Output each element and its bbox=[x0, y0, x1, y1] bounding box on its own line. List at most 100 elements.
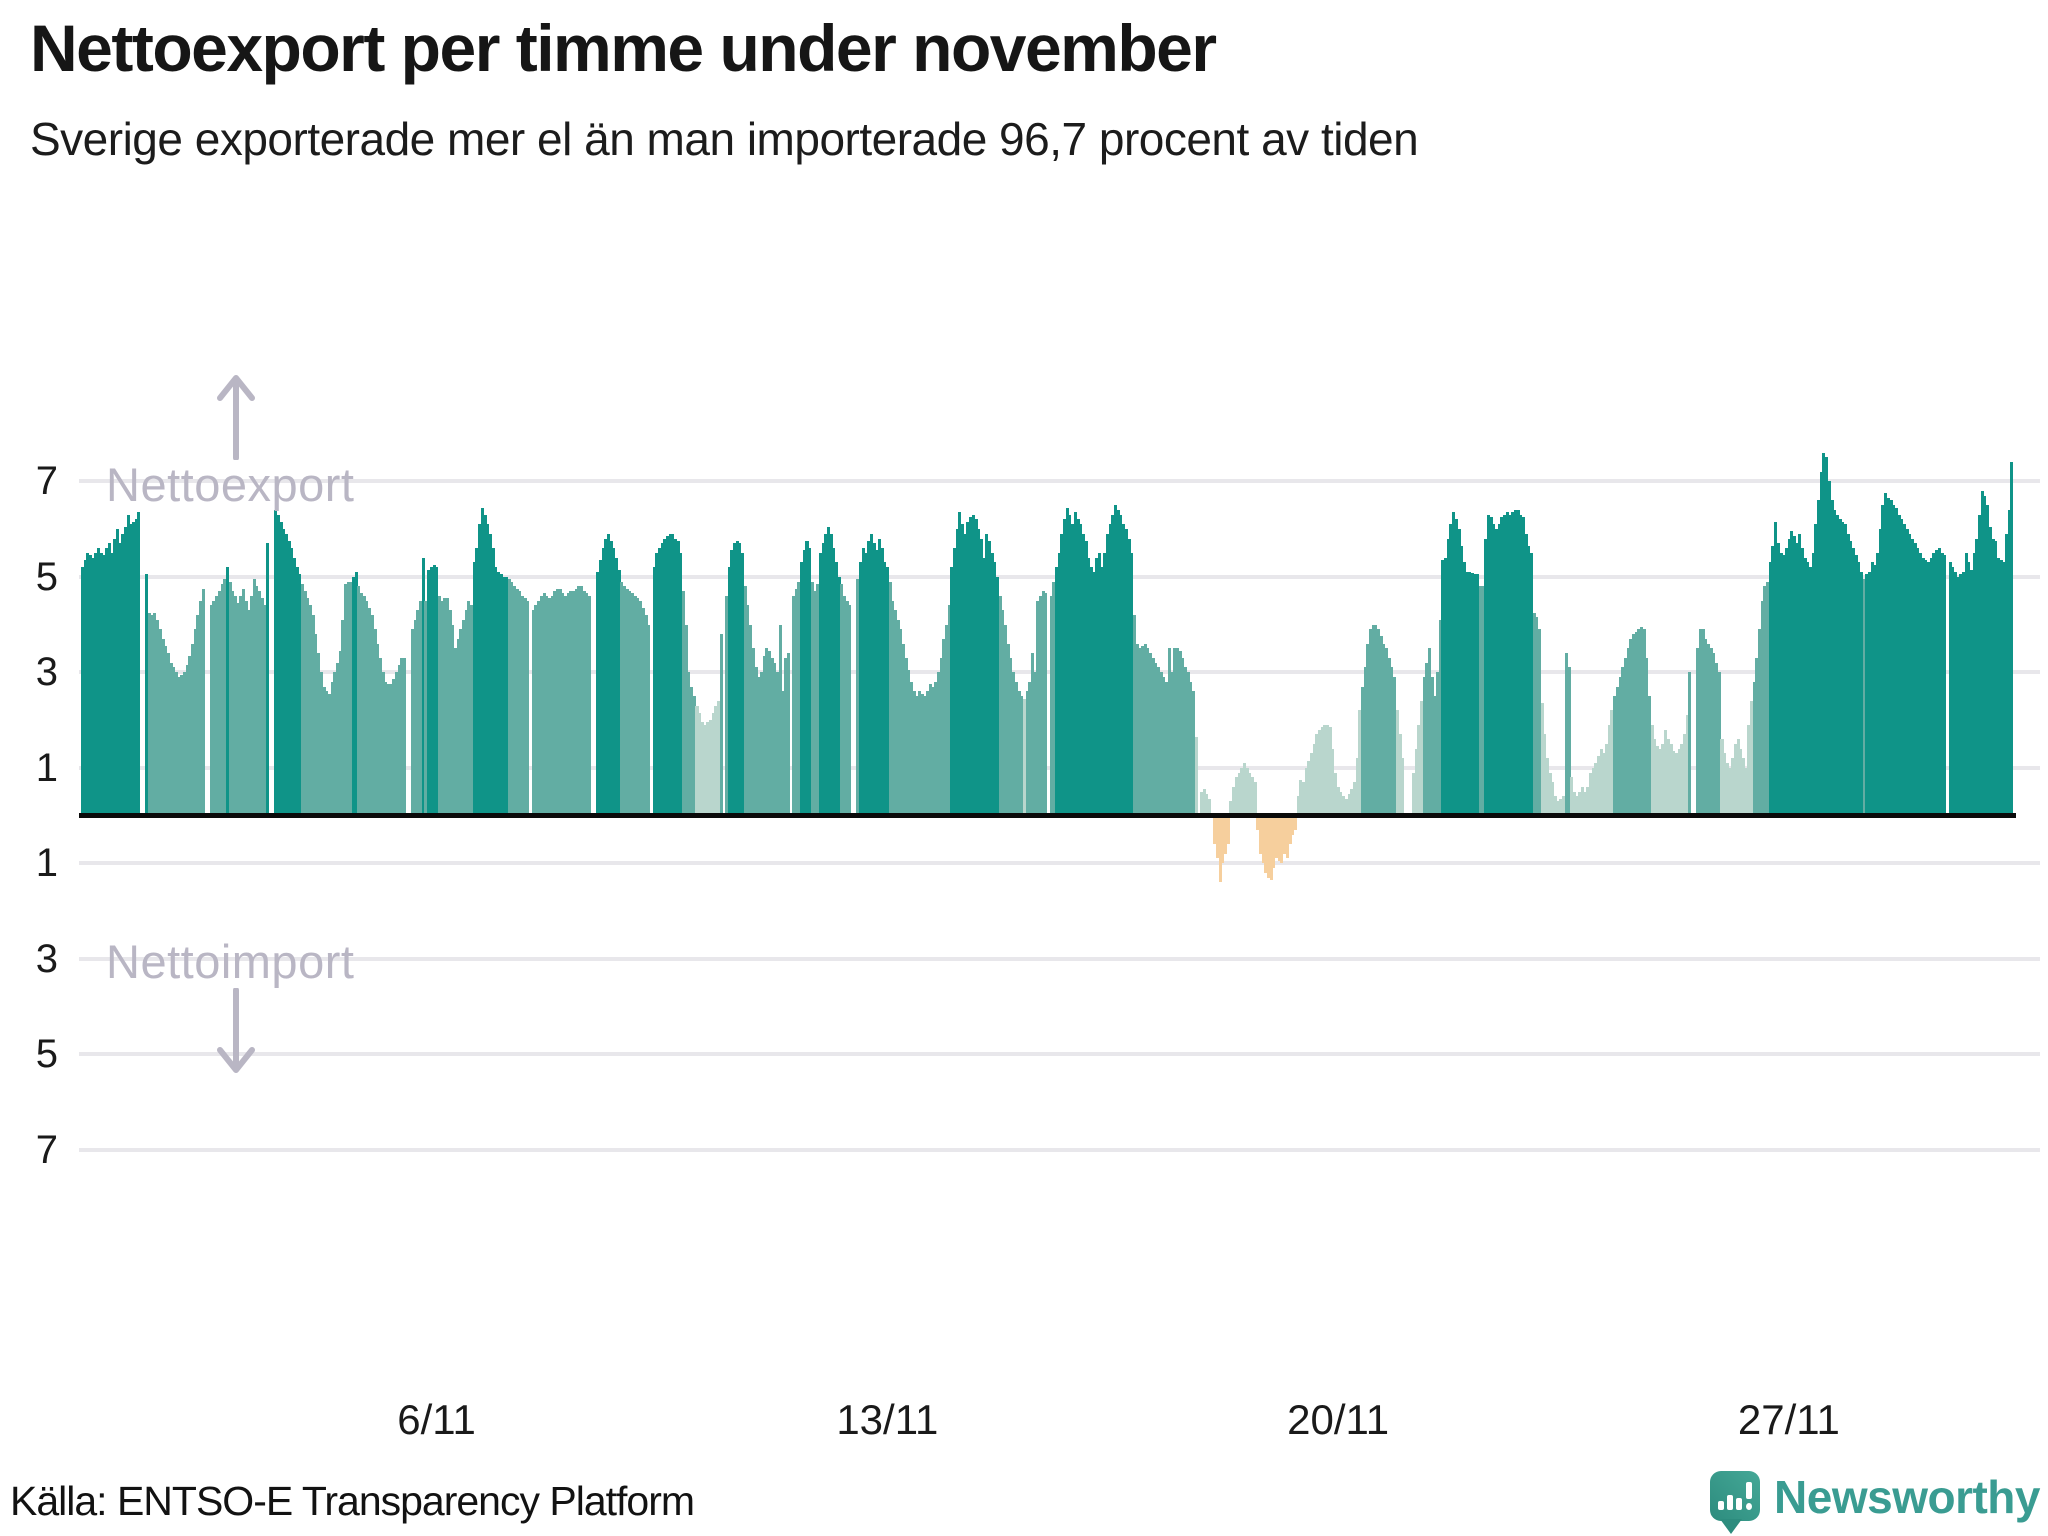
bar-hour-137 bbox=[448, 610, 452, 816]
y-axis-tick-1: 1 bbox=[35, 745, 58, 790]
bar-hour-130 bbox=[429, 567, 433, 816]
bar-hour-211 bbox=[647, 624, 651, 816]
bar-hour-310 bbox=[912, 691, 916, 816]
bar-hour-76 bbox=[284, 533, 288, 816]
bar-hour-64 bbox=[252, 579, 256, 816]
bar-hour-324 bbox=[950, 567, 954, 816]
bar-hour-41 bbox=[191, 643, 195, 816]
bar-hour-614 bbox=[1728, 767, 1732, 816]
bar-hour-663 bbox=[1860, 571, 1864, 816]
bar-hour-335 bbox=[979, 538, 983, 816]
bar-hour-21 bbox=[137, 512, 141, 816]
bar-hour-445 bbox=[1275, 815, 1279, 859]
bar-hour-402 bbox=[1159, 672, 1163, 816]
bar-hour-133 bbox=[437, 595, 441, 816]
bar-hour-430 bbox=[1234, 777, 1238, 816]
bar-hour-526 bbox=[1492, 524, 1496, 816]
bar-hour-410 bbox=[1181, 657, 1185, 816]
bar-hour-558 bbox=[1578, 791, 1582, 816]
bar-hour-29 bbox=[158, 629, 162, 816]
bar-hour-252 bbox=[757, 677, 761, 816]
nettoimport-annotation: Nettoimport bbox=[106, 935, 355, 988]
bar-hour-57 bbox=[233, 595, 237, 816]
bar-hour-631 bbox=[1774, 521, 1778, 816]
bar-hour-372 bbox=[1079, 524, 1083, 816]
bar-hour-471 bbox=[1344, 798, 1348, 816]
bar-hour-539 bbox=[1527, 545, 1531, 816]
y-axis-tick-3: 3 bbox=[35, 650, 58, 695]
bar-hour-703 bbox=[1967, 562, 1971, 816]
bar-hour-340 bbox=[993, 562, 997, 816]
bar-hour-638 bbox=[1792, 536, 1796, 816]
bar-hour-394 bbox=[1138, 648, 1142, 816]
bar-hour-524 bbox=[1487, 514, 1491, 816]
bar-hour-129 bbox=[427, 569, 431, 816]
bar-hour-24 bbox=[145, 574, 149, 816]
bar-hour-328 bbox=[961, 524, 965, 816]
bar-hour-617 bbox=[1736, 739, 1740, 816]
bar-hour-575 bbox=[1623, 657, 1627, 816]
bar-hour-367 bbox=[1065, 507, 1069, 816]
bar-hour-217 bbox=[663, 538, 667, 816]
bar-hour-146 bbox=[472, 562, 476, 816]
bar-hour-531 bbox=[1505, 512, 1509, 816]
bar-hour-438 bbox=[1256, 815, 1260, 830]
bar-hour-38 bbox=[182, 672, 186, 816]
bar-hour-282 bbox=[837, 576, 841, 816]
bar-hour-265 bbox=[792, 595, 796, 816]
bar-hour-371 bbox=[1076, 519, 1080, 816]
bar-hour-14 bbox=[118, 543, 122, 816]
bar-hour-644 bbox=[1809, 567, 1813, 816]
bar-hour-280 bbox=[832, 548, 836, 816]
bar-hour-431 bbox=[1237, 772, 1241, 816]
bar-hour-432 bbox=[1240, 767, 1244, 816]
bar-hour-686 bbox=[1921, 557, 1925, 816]
bar-hour-143 bbox=[464, 610, 468, 816]
bar-hour-559 bbox=[1580, 786, 1584, 816]
bar-hour-651 bbox=[1827, 481, 1831, 816]
bar-hour-180 bbox=[563, 595, 568, 816]
bar-hour-4 bbox=[91, 557, 95, 816]
bar-hour-234 bbox=[708, 720, 712, 816]
bar-hour-243 bbox=[733, 543, 737, 816]
bar-hour-507 bbox=[1441, 560, 1445, 816]
bar-hour-248 bbox=[746, 605, 750, 816]
bar-hour-175 bbox=[550, 595, 554, 816]
bar-hour-594 bbox=[1674, 753, 1678, 816]
bar-hour-116 bbox=[392, 679, 396, 816]
bar-hour-213 bbox=[652, 567, 656, 816]
bar-hour-28 bbox=[156, 619, 160, 816]
bar-hour-293 bbox=[867, 540, 871, 816]
gridline-y--5 bbox=[79, 1052, 2040, 1057]
bar-hour-344 bbox=[1004, 624, 1008, 816]
bar-hour-84 bbox=[306, 598, 310, 816]
bar-hour-118 bbox=[397, 665, 401, 816]
bar-hour-465 bbox=[1328, 727, 1332, 816]
bar-hour-351 bbox=[1022, 698, 1026, 816]
bar-hour-359 bbox=[1044, 593, 1048, 816]
bar-hour-623 bbox=[1752, 681, 1756, 816]
logo-bubble-tail bbox=[1720, 1519, 1743, 1534]
bar-hour-156 bbox=[499, 574, 503, 816]
bar-hour-112 bbox=[381, 672, 385, 816]
bar-hour-520 bbox=[1476, 574, 1480, 816]
bar-hour-182 bbox=[569, 591, 573, 816]
bar-hour-185 bbox=[577, 586, 581, 816]
bar-hour-401 bbox=[1157, 667, 1161, 816]
bar-hour-646 bbox=[1814, 524, 1818, 816]
bar-hour-674 bbox=[1889, 500, 1893, 816]
bar-hour-502 bbox=[1428, 648, 1432, 816]
bar-hour-472 bbox=[1347, 794, 1351, 816]
bar-hour-19 bbox=[131, 521, 135, 816]
bar-hour-459 bbox=[1312, 743, 1316, 816]
bar-hour-320 bbox=[939, 657, 943, 816]
bar-hour-653 bbox=[1833, 509, 1837, 816]
bar-hour-544 bbox=[1540, 703, 1544, 816]
bar-hour-200 bbox=[617, 569, 621, 816]
bar-hour-88 bbox=[317, 653, 321, 816]
bar-hour-214 bbox=[655, 552, 659, 816]
bar-hour-692 bbox=[1937, 548, 1941, 816]
bar-hour-249 bbox=[749, 624, 753, 816]
bar-hour-603 bbox=[1699, 629, 1703, 816]
